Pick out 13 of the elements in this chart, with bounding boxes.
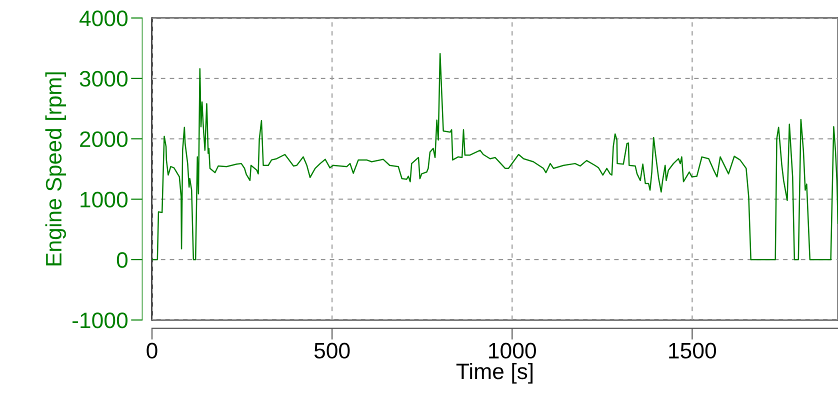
x-tick-label: 1500 (669, 342, 716, 359)
x-tick-label: 1000 (489, 342, 536, 359)
x-tick-label: 500 (314, 342, 350, 359)
y-tick-label: 4000 (79, 10, 128, 26)
y-tick-label: 1000 (80, 192, 128, 208)
x-tick-label: 0 (146, 342, 158, 359)
x-axis-title: Time [s] (456, 362, 533, 384)
y-tick-label: 2000 (80, 131, 128, 148)
y-tick-label: 0 (116, 252, 128, 268)
y-axis-title: Engine Speed [rpm] (45, 72, 66, 266)
y-tick-label: 3000 (80, 70, 128, 87)
line-series (152, 53, 838, 260)
y-tick-label: -1000 (72, 312, 128, 328)
